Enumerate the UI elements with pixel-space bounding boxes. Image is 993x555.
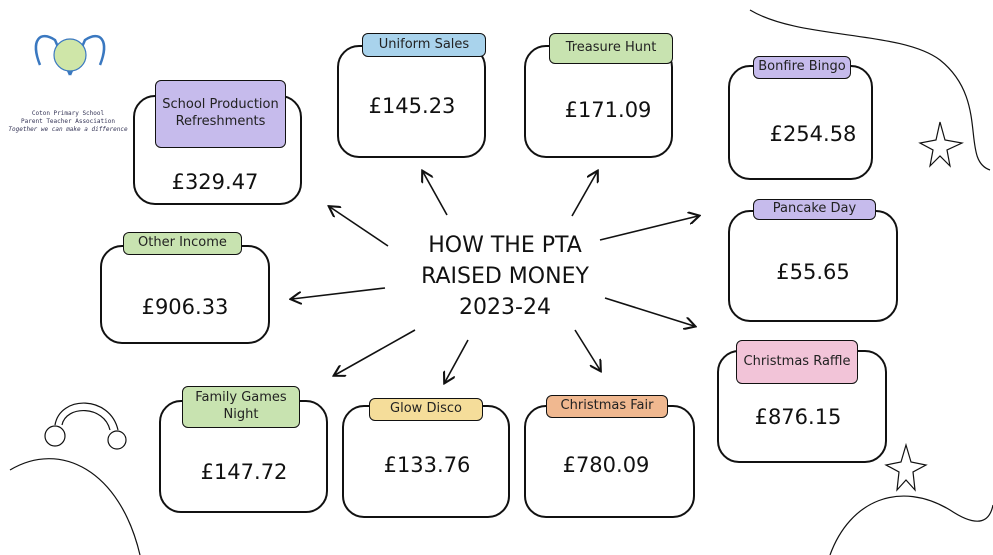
node-amount: £55.65 [776,260,849,284]
logo-association: Parent Teacher Association [8,118,128,125]
node-label: Pancake Day [753,199,876,220]
node-amount: £876.15 [755,405,842,429]
node-label: School Production Refreshments [155,80,286,148]
logo-school: Coton Primary School [8,110,128,117]
node-label: Christmas Raffle [736,340,858,384]
node-label: Christmas Fair [546,395,668,418]
node-amount: £171.09 [565,98,652,122]
infographic: Coton Primary School Parent Teacher Asso… [0,0,993,555]
title-line: HOW THE PTA [395,230,615,261]
node-label: Family Games Night [182,386,300,428]
node-amount: £329.47 [172,170,259,194]
node-label: Glow Disco [369,398,483,421]
node-label: Uniform Sales [362,33,486,57]
node-label: Bonfire Bingo [753,56,851,79]
logo-motto: Together we can make a difference [8,126,128,133]
title-line: RAISED MONEY [395,261,615,292]
node-amount: £147.72 [201,460,288,484]
node-label: Other Income [123,232,242,255]
title-line: 2023-24 [395,292,615,323]
node-amount: £145.23 [369,94,456,118]
node-amount: £254.58 [770,122,857,146]
node-amount: £906.33 [142,295,229,319]
node-amount: £133.76 [384,453,471,477]
node-label: Treasure Hunt [549,33,673,64]
node-amount: £780.09 [563,453,650,477]
